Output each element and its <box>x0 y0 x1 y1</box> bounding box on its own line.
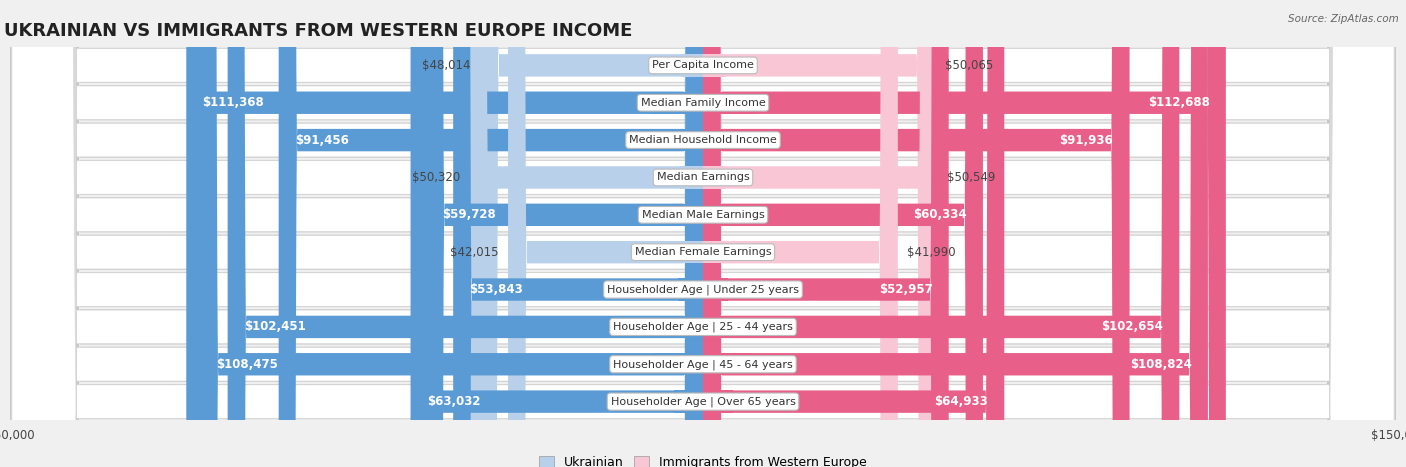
Text: $112,688: $112,688 <box>1147 96 1209 109</box>
Text: $91,456: $91,456 <box>295 134 349 147</box>
FancyBboxPatch shape <box>703 316 751 338</box>
Text: Householder Age | 25 - 44 years: Householder Age | 25 - 44 years <box>613 322 793 332</box>
FancyBboxPatch shape <box>652 353 703 375</box>
FancyBboxPatch shape <box>703 0 949 467</box>
FancyBboxPatch shape <box>703 390 733 413</box>
FancyBboxPatch shape <box>200 0 703 467</box>
Text: Householder Age | Over 65 years: Householder Age | Over 65 years <box>610 396 796 407</box>
FancyBboxPatch shape <box>703 0 983 467</box>
FancyBboxPatch shape <box>651 92 703 114</box>
Text: $102,654: $102,654 <box>1101 320 1163 333</box>
FancyBboxPatch shape <box>703 54 727 77</box>
FancyBboxPatch shape <box>228 0 703 467</box>
FancyBboxPatch shape <box>470 0 703 467</box>
Text: $108,475: $108,475 <box>217 358 278 371</box>
FancyBboxPatch shape <box>703 353 754 375</box>
Text: Source: ZipAtlas.com: Source: ZipAtlas.com <box>1288 14 1399 24</box>
FancyBboxPatch shape <box>10 0 1396 467</box>
FancyBboxPatch shape <box>703 241 723 263</box>
FancyBboxPatch shape <box>10 0 1396 467</box>
Text: $50,549: $50,549 <box>946 171 995 184</box>
Text: $48,014: $48,014 <box>422 59 471 72</box>
Text: $102,451: $102,451 <box>243 320 305 333</box>
FancyBboxPatch shape <box>655 316 703 338</box>
FancyBboxPatch shape <box>673 390 703 413</box>
Text: Median Female Earnings: Median Female Earnings <box>634 247 772 257</box>
FancyBboxPatch shape <box>10 0 1396 467</box>
Text: $108,824: $108,824 <box>1130 358 1192 371</box>
Text: $63,032: $63,032 <box>427 395 481 408</box>
Text: Householder Age | 45 - 64 years: Householder Age | 45 - 64 years <box>613 359 793 369</box>
FancyBboxPatch shape <box>703 0 898 467</box>
FancyBboxPatch shape <box>411 0 703 467</box>
Text: $50,320: $50,320 <box>412 171 460 184</box>
FancyBboxPatch shape <box>681 54 703 77</box>
Text: $59,728: $59,728 <box>441 208 496 221</box>
FancyBboxPatch shape <box>703 92 755 114</box>
FancyBboxPatch shape <box>481 0 703 467</box>
FancyBboxPatch shape <box>703 0 1129 467</box>
FancyBboxPatch shape <box>11 0 1395 467</box>
FancyBboxPatch shape <box>703 0 938 467</box>
Text: Median Earnings: Median Earnings <box>657 172 749 183</box>
FancyBboxPatch shape <box>10 0 1396 467</box>
FancyBboxPatch shape <box>10 0 1396 467</box>
Legend: Ukrainian, Immigrants from Western Europe: Ukrainian, Immigrants from Western Europ… <box>534 451 872 467</box>
FancyBboxPatch shape <box>10 0 1396 467</box>
Text: $41,990: $41,990 <box>907 246 956 259</box>
FancyBboxPatch shape <box>703 129 745 151</box>
FancyBboxPatch shape <box>703 0 1208 467</box>
FancyBboxPatch shape <box>11 0 1395 467</box>
Text: $111,368: $111,368 <box>202 96 264 109</box>
Text: UKRAINIAN VS IMMIGRANTS FROM WESTERN EUROPE INCOME: UKRAINIAN VS IMMIGRANTS FROM WESTERN EUR… <box>4 21 633 40</box>
FancyBboxPatch shape <box>703 0 1226 467</box>
Text: Median Family Income: Median Family Income <box>641 98 765 108</box>
FancyBboxPatch shape <box>186 0 703 467</box>
FancyBboxPatch shape <box>453 0 703 467</box>
FancyBboxPatch shape <box>10 0 1396 467</box>
FancyBboxPatch shape <box>703 0 1004 467</box>
FancyBboxPatch shape <box>703 166 727 189</box>
FancyBboxPatch shape <box>703 278 727 301</box>
FancyBboxPatch shape <box>11 0 1395 467</box>
FancyBboxPatch shape <box>11 0 1395 467</box>
Text: Householder Age | Under 25 years: Householder Age | Under 25 years <box>607 284 799 295</box>
Text: $60,334: $60,334 <box>912 208 967 221</box>
Text: $53,843: $53,843 <box>470 283 523 296</box>
Text: $50,065: $50,065 <box>945 59 993 72</box>
FancyBboxPatch shape <box>11 0 1395 467</box>
FancyBboxPatch shape <box>10 0 1396 467</box>
FancyBboxPatch shape <box>11 0 1395 467</box>
Text: $52,957: $52,957 <box>879 283 932 296</box>
FancyBboxPatch shape <box>11 0 1395 467</box>
FancyBboxPatch shape <box>426 0 703 467</box>
FancyBboxPatch shape <box>679 166 703 189</box>
FancyBboxPatch shape <box>703 0 935 467</box>
FancyBboxPatch shape <box>703 0 1180 467</box>
Text: $64,933: $64,933 <box>934 395 988 408</box>
FancyBboxPatch shape <box>278 0 703 467</box>
FancyBboxPatch shape <box>678 278 703 301</box>
Text: Median Male Earnings: Median Male Earnings <box>641 210 765 220</box>
FancyBboxPatch shape <box>661 129 703 151</box>
Text: Per Capita Income: Per Capita Income <box>652 60 754 71</box>
FancyBboxPatch shape <box>508 0 703 467</box>
FancyBboxPatch shape <box>10 0 1396 467</box>
Text: Median Household Income: Median Household Income <box>628 135 778 145</box>
FancyBboxPatch shape <box>10 0 1396 467</box>
FancyBboxPatch shape <box>11 0 1395 467</box>
FancyBboxPatch shape <box>683 241 703 263</box>
FancyBboxPatch shape <box>703 204 731 226</box>
FancyBboxPatch shape <box>11 0 1395 467</box>
FancyBboxPatch shape <box>11 0 1395 467</box>
FancyBboxPatch shape <box>675 204 703 226</box>
Text: $42,015: $42,015 <box>450 246 499 259</box>
Text: $91,936: $91,936 <box>1060 134 1114 147</box>
